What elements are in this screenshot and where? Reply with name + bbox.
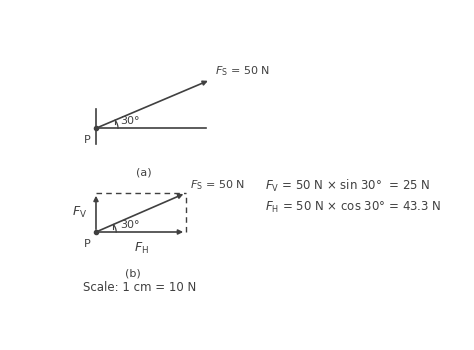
Text: (b): (b) <box>125 268 141 278</box>
Text: P: P <box>84 239 91 249</box>
Text: $F_\mathregular{S}$ = 50 N: $F_\mathregular{S}$ = 50 N <box>215 64 270 78</box>
Text: P: P <box>84 135 91 145</box>
Text: 30°: 30° <box>120 116 139 126</box>
Text: $F_\mathregular{S}$ = 50 N: $F_\mathregular{S}$ = 50 N <box>191 178 246 191</box>
Text: $F_\mathregular{H}$: $F_\mathregular{H}$ <box>134 240 148 256</box>
Text: $F_\mathregular{V}$: $F_\mathregular{V}$ <box>72 205 87 220</box>
Text: Scale: 1 cm = 10 N: Scale: 1 cm = 10 N <box>83 281 196 294</box>
Text: $F_\mathregular{V}$ = 50 N $\times$ sin 30°  = 25 N: $F_\mathregular{V}$ = 50 N $\times$ sin … <box>265 178 430 194</box>
Text: 30°: 30° <box>120 220 139 230</box>
Text: (a): (a) <box>136 167 152 177</box>
Text: $F_\mathregular{H}$ = 50 N $\times$ cos 30° = 43.3 N: $F_\mathregular{H}$ = 50 N $\times$ cos … <box>265 200 441 215</box>
